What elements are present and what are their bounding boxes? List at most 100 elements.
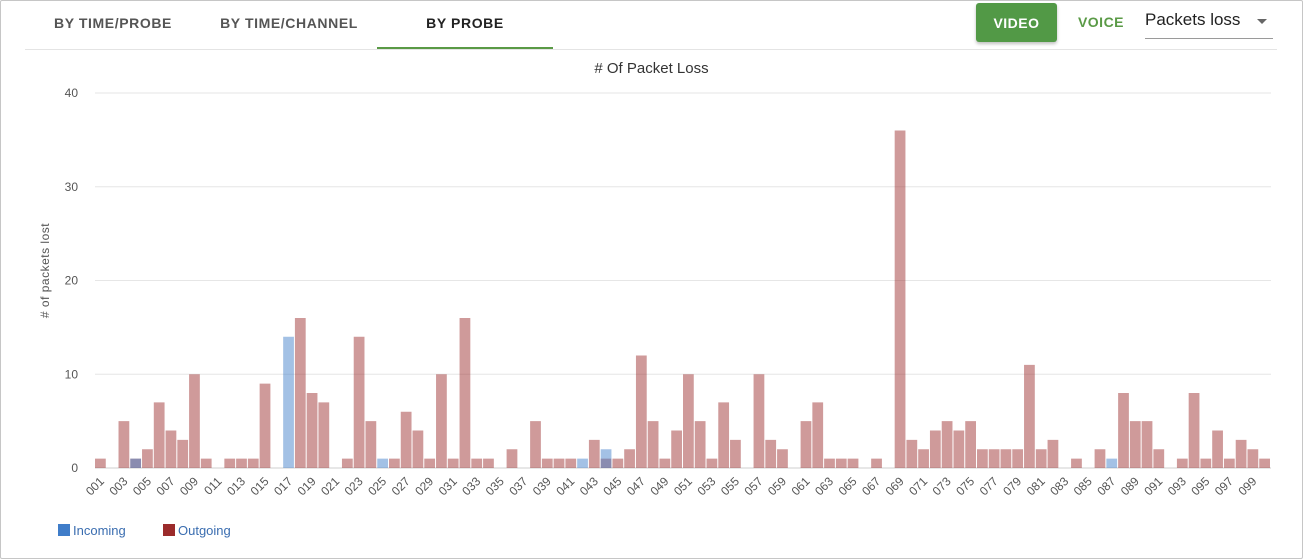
bar-outgoing xyxy=(718,402,730,468)
bar-outgoing xyxy=(812,402,824,468)
y-tick-label: 10 xyxy=(65,367,79,381)
x-tick-label: 073 xyxy=(930,474,954,498)
bar-outgoing xyxy=(436,374,447,468)
x-tick-label: 067 xyxy=(859,474,883,498)
packet-loss-chart: 0 10 20 30 40 # of packets lost 001 003 005 007 00… xyxy=(38,86,1271,498)
legend-outgoing[interactable]: Outgoing xyxy=(163,523,231,539)
bar-outgoing xyxy=(941,421,953,468)
voice-button[interactable]: VOICE xyxy=(1077,14,1125,30)
bar-outgoing xyxy=(565,458,577,468)
x-tick-label: 023 xyxy=(342,474,366,498)
bar-outgoing xyxy=(200,458,212,468)
bar-outgoing xyxy=(189,374,200,468)
bar-outgoing xyxy=(1200,458,1212,468)
bar-outgoing xyxy=(236,458,247,468)
bar-outgoing xyxy=(965,421,976,468)
bar-outgoing xyxy=(918,449,929,468)
x-tick-label: 017 xyxy=(271,474,295,498)
x-tick-label: 049 xyxy=(647,474,671,498)
x-tick-label: 025 xyxy=(365,474,389,498)
x-tick-label: 027 xyxy=(389,474,413,498)
video-button[interactable]: VIDEO xyxy=(976,3,1057,42)
bar-outgoing xyxy=(706,458,718,468)
y-tick-label: 30 xyxy=(65,180,79,194)
tab-by-probe[interactable]: BY PROBE xyxy=(426,15,504,31)
bar-outgoing xyxy=(483,458,494,468)
bar-outgoing xyxy=(247,458,259,468)
x-tick-label: 093 xyxy=(1165,474,1189,498)
metric-select[interactable]: Packets loss xyxy=(1145,6,1273,39)
bar-outgoing xyxy=(1153,449,1165,468)
x-tick-label: 035 xyxy=(483,474,507,498)
x-tick-label: 063 xyxy=(812,474,836,498)
metric-select-value: Packets loss xyxy=(1145,10,1241,29)
bar-outgoing xyxy=(894,130,906,468)
bar-outgoing xyxy=(1094,449,1106,468)
bar-outgoing xyxy=(142,449,153,468)
x-tick-label: 061 xyxy=(789,474,813,498)
legend-outgoing-label: Outgoing xyxy=(178,523,231,538)
bar-outgoing xyxy=(847,458,859,468)
x-tick-label: 045 xyxy=(600,474,624,498)
bar-outgoing xyxy=(1259,458,1270,468)
x-tick-label: 015 xyxy=(248,474,272,498)
x-tick-label: 085 xyxy=(1071,474,1095,498)
x-tick-label: 077 xyxy=(977,474,1001,498)
bar-outgoing xyxy=(306,393,318,468)
x-tick-label: 001 xyxy=(83,474,107,498)
tab-by-time-probe[interactable]: BY TIME/PROBE xyxy=(53,15,172,31)
x-tick-label: 059 xyxy=(765,474,789,498)
bar-outgoing xyxy=(765,439,777,468)
bar-outgoing xyxy=(977,449,988,468)
bar-outgoing xyxy=(553,458,565,468)
bar-outgoing xyxy=(400,411,412,468)
x-tick-label: 091 xyxy=(1141,474,1165,498)
bar-outgoing xyxy=(753,374,765,468)
legend-incoming-swatch xyxy=(58,524,70,536)
x-tick-label: 043 xyxy=(577,474,601,498)
chart-title: # Of Packet Loss xyxy=(594,60,709,77)
active-tab-indicator xyxy=(377,47,553,49)
bar-incoming xyxy=(283,336,294,468)
x-tick-label: 095 xyxy=(1188,474,1212,498)
bar-outgoing xyxy=(730,439,741,468)
x-tick-label: 099 xyxy=(1235,474,1259,498)
bar-outgoing xyxy=(1000,449,1012,468)
x-tick-label: 051 xyxy=(671,474,695,498)
legend-outgoing-swatch xyxy=(163,524,175,536)
bar-incoming xyxy=(577,458,588,468)
x-tick-label: 021 xyxy=(318,474,342,498)
bar-incoming xyxy=(130,458,142,468)
bar-outgoing xyxy=(1118,393,1129,468)
bar-outgoing xyxy=(1071,458,1082,468)
bar-outgoing xyxy=(953,430,965,468)
bar-outgoing xyxy=(471,458,483,468)
x-tick-label: 083 xyxy=(1047,474,1071,498)
chevron-down-icon xyxy=(1257,19,1267,24)
bar-outgoing xyxy=(1047,439,1059,468)
x-tick-label: 071 xyxy=(906,474,930,498)
bar-outgoing xyxy=(800,421,812,468)
legend-incoming[interactable]: Incoming xyxy=(58,523,126,539)
bar-outgoing xyxy=(635,355,647,468)
x-tick-label: 089 xyxy=(1118,474,1142,498)
bar-outgoing xyxy=(777,449,788,468)
bar-outgoing xyxy=(671,430,682,468)
bar-outgoing xyxy=(1012,449,1024,468)
x-tick-label: 037 xyxy=(506,474,530,498)
x-tick-label: 039 xyxy=(530,474,554,498)
bar-outgoing xyxy=(353,336,365,468)
bar-outgoing xyxy=(259,383,271,468)
bar-outgoing xyxy=(294,318,306,468)
tab-by-time-channel[interactable]: BY TIME/CHANNEL xyxy=(220,15,358,31)
bar-outgoing xyxy=(118,421,130,468)
bar-outgoing xyxy=(1035,449,1047,468)
y-tick-label: 20 xyxy=(65,274,79,288)
bar-outgoing xyxy=(224,458,236,468)
bar-outgoing xyxy=(1188,393,1200,468)
bar-outgoing xyxy=(1235,439,1247,468)
x-tick-label: 057 xyxy=(741,474,765,498)
bar-outgoing xyxy=(612,458,624,468)
y-axis-label: # of packets lost xyxy=(38,223,52,318)
y-tick-label: 40 xyxy=(65,86,79,100)
